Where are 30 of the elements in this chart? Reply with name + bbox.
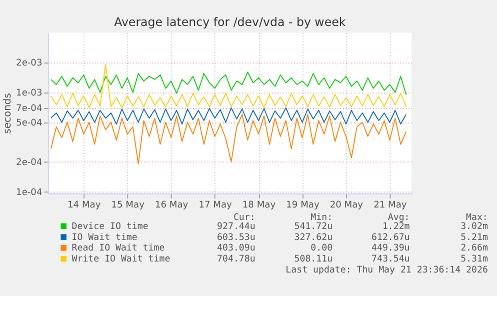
text: 704.78u 508.11u 743.54u 5.31m [217, 254, 488, 265]
y-tick-label: 2e-04 [16, 158, 42, 168]
line-series [50, 107, 407, 124]
x-tick-label: 18 May [242, 200, 276, 211]
x-tick-label: 14 May [68, 200, 102, 211]
text: 603.53u 327.62u 612.67u 5.21m [217, 232, 488, 243]
x-tick-label: 16 May [154, 200, 189, 211]
y-axis-title: seconds [2, 93, 14, 134]
legend-label: IO Wait time [72, 232, 138, 243]
y-tick-label: 7e-04 [16, 104, 42, 114]
line-series [50, 72, 407, 96]
y-tick-label: 1e-04 [16, 188, 42, 198]
text: 927.44u 541.72u 1.22m 3.02m [217, 222, 488, 232]
legend-label: Device IO time [72, 222, 148, 232]
line-series [50, 114, 407, 164]
chart-title: Average latency for /dev/vda - by week [114, 15, 346, 30]
x-tick-label: 15 May [111, 200, 146, 211]
legend-label: Read IO Wait time [72, 244, 165, 254]
x-tick-label: 19 May [286, 200, 320, 211]
x-tick-label: 17 May [198, 200, 233, 211]
y-tick-label: 5e-04 [16, 118, 42, 128]
line-series [50, 64, 407, 108]
x-tick-label: 21 May [374, 200, 408, 211]
y-tick-label: 1e-03 [16, 88, 42, 99]
x-tick-label: 20 May [330, 200, 364, 211]
text: 403.09u 0.00 449.39u 2.66m [217, 244, 488, 254]
y-tick-label: 2e-03 [16, 58, 42, 69]
text: Cur: Min: Avg: Max: [233, 212, 488, 223]
legend-label: Write IO Wait time [72, 254, 170, 265]
text: Last update: Thu May 21 23:36:14 2026 [286, 265, 488, 276]
